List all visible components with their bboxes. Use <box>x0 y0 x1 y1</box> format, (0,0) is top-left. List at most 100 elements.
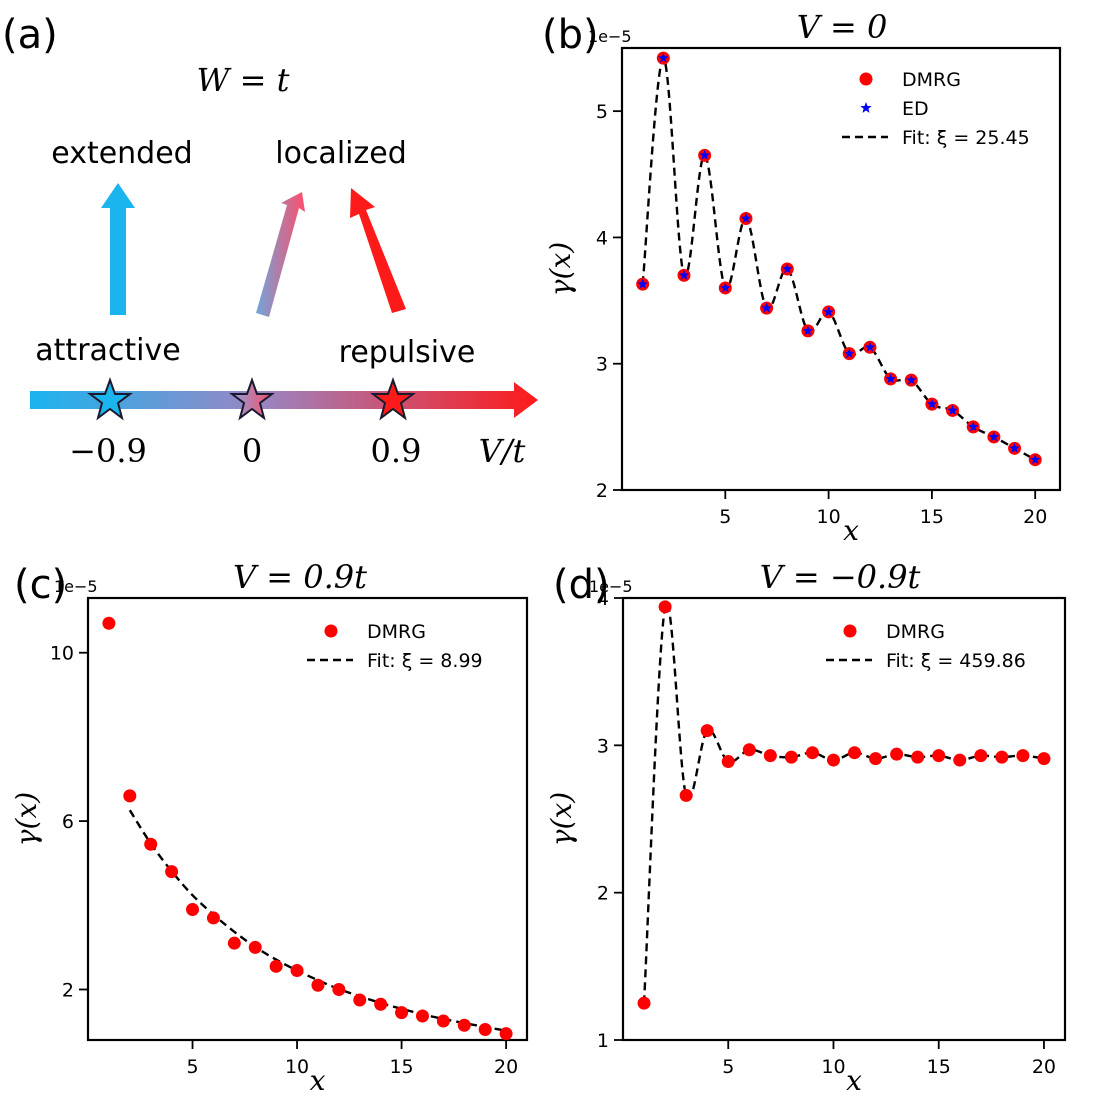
panel-c-dmrg-point <box>227 936 241 950</box>
panel-b-ed-point <box>782 263 793 274</box>
panel-c-title: V = 0.9t <box>233 558 367 596</box>
panel-c-dmrg-point <box>499 1027 513 1041</box>
panel-d-dmrg-point <box>890 747 904 761</box>
panel-b-ytick-label: 2 <box>596 480 608 502</box>
panel-a-label: (a) <box>2 12 58 58</box>
extended-label: extended <box>51 136 192 171</box>
panel-b-title: V = 0 <box>797 8 888 46</box>
panel-b-xtick-label: 20 <box>1023 506 1047 528</box>
panel-c-dmrg-point <box>102 616 116 630</box>
panel-c-dmrg-point <box>269 959 283 973</box>
panel-d-ylabel: γ(x) <box>545 792 578 846</box>
attractive-star <box>87 377 133 421</box>
panel-d-dmrg-point <box>637 996 651 1010</box>
panel-c-dmrg-point <box>206 911 220 925</box>
panel-b-chart: (b) V = 0 5 10 15 20 2 3 4 5 1e−5 x γ(x) DMRG ED Fit: ξ… <box>542 8 1062 547</box>
panel-d-dmrg-point <box>995 750 1009 764</box>
panel-c-dmrg-point <box>186 903 200 917</box>
tick-zero: 0 <box>242 432 262 470</box>
panel-c-ytick-label: 2 <box>62 979 74 1001</box>
panel-c-label: (c) <box>14 562 67 608</box>
panel-b-legend-text: Fit: ξ = 25.45 <box>902 127 1030 149</box>
panel-c-dmrg-point <box>374 997 388 1011</box>
panel-c-dmrg-point <box>353 993 367 1007</box>
panel-d-xtick-label: 20 <box>1032 1056 1056 1078</box>
panel-c-xlabel: x <box>310 1064 326 1097</box>
panel-d-dmrg-point <box>911 750 925 764</box>
panel-c-dmrg-point <box>248 940 262 954</box>
panel-c-legend-text: DMRG <box>367 621 426 643</box>
panel-b-xtick-label: 15 <box>920 506 944 528</box>
panel-c-ylabel: γ(x) <box>10 792 43 846</box>
panel-b-xtick-label: 5 <box>719 506 731 528</box>
panel-c-fit-line <box>128 809 507 1032</box>
panel-d-ytick-label: 3 <box>597 735 609 757</box>
panel-b-ed-point <box>678 269 690 280</box>
panel-b-ed-point <box>637 278 648 289</box>
panel-b-ytick-label: 3 <box>596 354 608 376</box>
panel-b-ylabel: γ(x) <box>544 242 577 296</box>
panel-b-ed-point <box>720 282 731 293</box>
panel-c-legend-marker <box>324 624 338 638</box>
panel-d-xtick-label: 15 <box>927 1056 951 1078</box>
panel-b-legend-marker <box>860 102 872 113</box>
tick-pos09: 0.9 <box>371 432 422 470</box>
panel-b-ed-point <box>885 373 896 384</box>
panel-d-dmrg-point <box>974 749 988 763</box>
panel-b-legend-text: DMRG <box>902 69 961 91</box>
panel-d-legend-text: Fit: ξ = 459.86 <box>886 650 1026 672</box>
panel-d-dmrg-point <box>826 753 840 767</box>
v-over-t-label: V/t <box>479 432 526 470</box>
neutral-star <box>229 377 275 421</box>
panel-b-ed-point <box>740 213 752 223</box>
panel-b-ed-point <box>1030 454 1041 465</box>
panel-d-chart: (d) V = −0.9t 5 10 15 20 1 2 3 41e−5 x γ(x) DMRG Fit:… <box>545 558 1067 1097</box>
panel-c-offset-text: 1e−5 <box>54 577 98 596</box>
panel-c-dmrg-point <box>332 982 346 996</box>
panel-d-dmrg-point <box>848 746 862 760</box>
panel-d-dmrg-point <box>658 600 672 614</box>
panel-d-dmrg-point <box>932 749 946 763</box>
panel-b-ed-point <box>906 374 917 385</box>
panel-d-fit-line <box>642 601 1045 1004</box>
panel-b-label: (b) <box>542 12 599 58</box>
panel-c-legend-text: Fit: ξ = 8.99 <box>367 650 483 672</box>
v-axis-arrow <box>30 382 538 418</box>
panel-b-ytick-label: 4 <box>596 227 608 249</box>
panel-b-ed-point <box>802 325 814 336</box>
panel-b-legend-text: ED <box>902 98 929 120</box>
panel-b-ed-point <box>844 348 855 359</box>
panel-d-ytick-label: 1 <box>597 1030 609 1052</box>
panel-b-ed-point <box>968 421 979 432</box>
panel-c-xtick-label: 10 <box>285 1056 309 1078</box>
panel-b-ed-point <box>761 302 772 313</box>
panel-b-legend-marker <box>859 72 873 86</box>
panel-c-dmrg-point <box>165 865 179 879</box>
panel-c-dmrg-point <box>290 964 304 978</box>
panel-d-legend-text: DMRG <box>886 621 945 643</box>
panel-d-dmrg-point <box>700 724 714 738</box>
panel-b-ed-point <box>864 341 876 352</box>
panel-d-dmrg-point <box>1016 749 1030 763</box>
panel-c-chart: (c) V = 0.9t 5 10 15 20 2 6 10 1e−5 x γ(x) DMRG Fit: … <box>10 558 529 1097</box>
panel-a-title: W = t <box>197 61 290 99</box>
panel-c-xtick-label: 5 <box>186 1056 198 1078</box>
panel-c-dmrg-point <box>436 1014 450 1028</box>
panel-d-dmrg-point <box>869 752 883 766</box>
panel-d-dmrg-point <box>805 746 819 760</box>
panel-b-ed-point <box>658 52 669 63</box>
panel-b-ed-point <box>988 431 1000 442</box>
panel-d-label: (d) <box>553 562 610 608</box>
panel-d-dmrg-point <box>742 743 756 757</box>
repulsive-arrow <box>350 188 406 313</box>
panel-b-ed-point <box>1009 442 1020 453</box>
panel-d-offset-text: 1e−5 <box>589 577 633 596</box>
panel-b-ed-point <box>699 149 710 160</box>
panel-c-dmrg-point <box>415 1009 429 1023</box>
panel-d-dmrg-point <box>953 753 967 767</box>
panel-c-dmrg-point <box>457 1018 471 1032</box>
panel-c-dmrg-point <box>311 978 325 992</box>
attractive-label: attractive <box>35 333 180 368</box>
panel-b-ed-point <box>947 404 958 415</box>
